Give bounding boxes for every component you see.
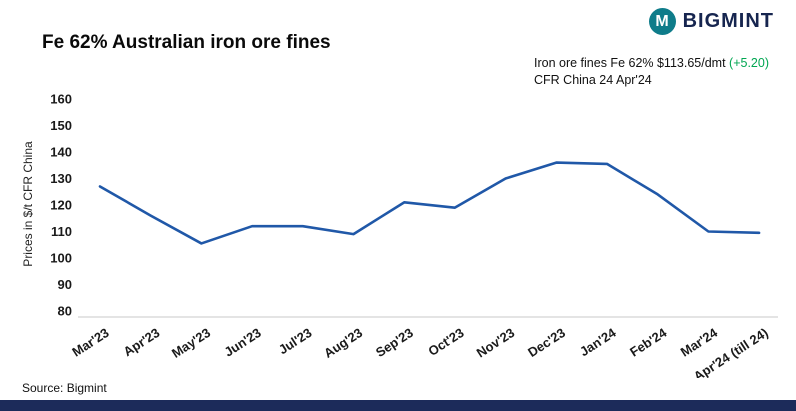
bigmint-logo: M BIGMINT <box>648 8 774 35</box>
source-note: Source: Bigmint <box>22 381 107 395</box>
y-tick-label: 160 <box>50 92 72 107</box>
x-tick-label: Oct'23 <box>425 325 466 359</box>
y-tick-label: 100 <box>50 251 72 266</box>
x-tick-label: Mar'23 <box>69 325 111 360</box>
x-tick-label: May'23 <box>169 325 213 361</box>
y-tick-label: 140 <box>50 145 72 160</box>
x-tick-label: Apr'23 <box>121 325 163 359</box>
bigmint-logo-icon: M <box>648 8 676 35</box>
y-tick-label: 80 <box>58 304 72 319</box>
x-tick-label: Sep'23 <box>373 325 416 360</box>
price-annotation-text: Iron ore fines Fe 62% $113.65/dmt <box>534 56 730 70</box>
x-tick-label: Jul'23 <box>276 325 315 357</box>
x-tick-label: Jun'23 <box>221 325 263 360</box>
y-tick-label: 110 <box>51 224 72 239</box>
bigmint-logo-text: BIGMINT <box>682 10 774 32</box>
price-series-line <box>98 161 761 245</box>
y-axis-ticks: 160 150 140 130 120 110 100 90 80 <box>50 92 72 319</box>
y-tick-label: 120 <box>50 198 72 213</box>
x-tick-label: Jan'24 <box>577 325 619 360</box>
x-axis-labels: Mar'23 Apr'23 May'23 Jun'23 Jul'23 Aug'23 Sep'… <box>69 325 770 378</box>
price-change-value: (+5.20) <box>729 56 769 70</box>
page-title: Fe 62% Australian iron ore fines <box>42 32 331 53</box>
y-tick-label: 130 <box>50 171 72 186</box>
bottom-accent-bar <box>0 400 796 411</box>
price-annotation: Iron ore fines Fe 62% $113.65/dmt (+5.20… <box>534 55 774 89</box>
x-tick-label: Feb'24 <box>627 325 670 360</box>
x-tick-label: Aug'23 <box>321 325 365 361</box>
price-annotation-line2: CFR China 24 Apr'24 <box>534 73 652 87</box>
y-tick-label: 150 <box>50 118 72 133</box>
x-tick-label: Dec'23 <box>525 325 568 360</box>
x-tick-label: Nov'23 <box>474 325 517 361</box>
y-tick-label: 90 <box>58 277 72 292</box>
x-tick-label: Mar'24 <box>678 325 721 360</box>
